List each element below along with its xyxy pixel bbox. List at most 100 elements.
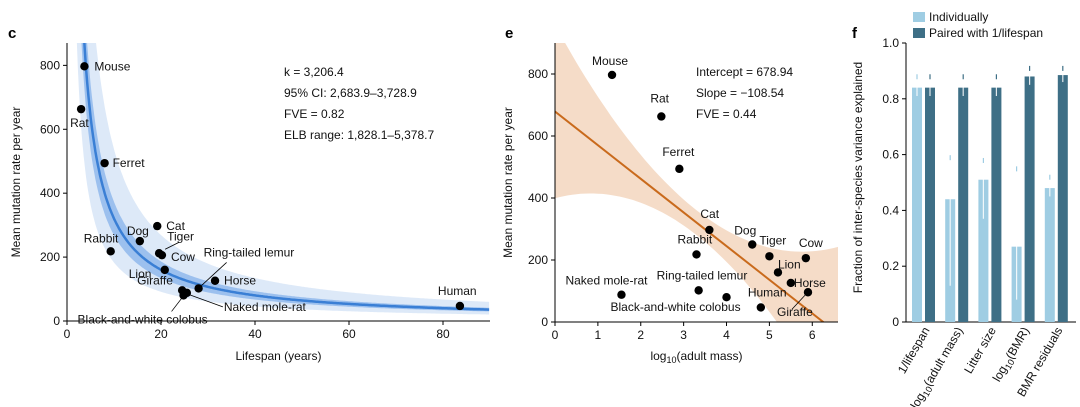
panel-e-point-label-lion: Lion xyxy=(778,257,801,271)
panel-f: 0 0.2 0.4 0.6 0.8 1.0 Fraction of inter-specie… xyxy=(851,10,1076,407)
panel-e-y-axis-label: Mean mutation rate per year xyxy=(501,107,515,258)
panel-f-y-tick-label: 0 xyxy=(892,315,899,329)
panel-e-x-tick-label: 0 xyxy=(552,328,559,342)
panel-c-point-label-black-and-white-colobus: Black-and-white colobus xyxy=(78,312,208,326)
panel-e: 0 1 2 3 4 5 6 0 200 400 600 800 log10(adult mass) Mea… xyxy=(501,25,838,365)
panel-e-x-tick-label: 6 xyxy=(809,328,816,342)
panel-e-point-label-giraffe: Giraffe xyxy=(777,305,813,319)
bar-paired-with-1-lifespan-litter-size xyxy=(991,87,1002,322)
panel-c-point-label-rat: Rat xyxy=(70,116,89,130)
panel-c-point-label-cat: Cat xyxy=(166,219,185,233)
panel-e-point-rat xyxy=(657,112,666,121)
panel-e-point-label-mouse: Mouse xyxy=(592,54,628,68)
panel-e-x-axis-label: log10(adult mass) xyxy=(650,349,742,365)
panel-c-point-cat xyxy=(153,221,162,231)
panel-e-point-label-black-and-white-colobus: Black-and-white colobus xyxy=(611,300,741,314)
panel-c-x-tick-label: 60 xyxy=(342,327,356,341)
panel-c-x-tick-label: 80 xyxy=(436,327,450,341)
panel-e-x-tick-label: 3 xyxy=(680,328,687,342)
panel-c-point-label-mouse: Mouse xyxy=(94,59,130,73)
panel-f-y-axis-label: Fraction of inter-species variance expla… xyxy=(851,62,865,293)
panel-c-point-naked-mole-rat xyxy=(182,288,192,298)
panel-c-y-tick-label: 200 xyxy=(40,250,60,264)
panel-e-point-black-and-white-colobus xyxy=(722,293,731,302)
panel-c-y-tick-label: 800 xyxy=(40,58,60,72)
panel-f-y-tick-label: 0.6 xyxy=(882,148,899,162)
panel-c-annotation: 95% CI: 2,683.9–3,728.9 xyxy=(284,86,417,100)
panel-e-x-tick-label: 4 xyxy=(723,328,730,342)
bar-paired-with-1-lifespan-log10-bmr xyxy=(1024,76,1035,322)
panel-e-point-lion xyxy=(773,268,783,277)
panel-e-x-tick-label: 2 xyxy=(637,328,644,342)
panel-c-x-tick-label: 0 xyxy=(64,327,71,341)
panel-f-y-tick-label: 0.8 xyxy=(882,92,899,106)
panel-c-point-label-ring-tailed-lemur: Ring-tailed lemur xyxy=(204,245,295,259)
panel-c-point-label-naked-mole-rat: Naked mole-rat xyxy=(224,300,307,314)
panel-c-point-label-cow: Cow xyxy=(171,250,195,264)
fit-line xyxy=(555,110,825,322)
panel-e-x-tick-label: 5 xyxy=(766,328,773,342)
panel-e-point-naked-mole-rat xyxy=(617,290,626,299)
panel-c-point-ring-tailed-lemur xyxy=(194,284,203,293)
panel-e-point-label-ring-tailed-lemur: Ring-tailed lemur xyxy=(657,268,748,282)
panel-e-annotation: Intercept = 678.94 xyxy=(696,65,793,79)
panel-e-point-label-rabbit: Rabbit xyxy=(678,232,713,246)
panel-e-point-label-horse: Horse xyxy=(794,276,826,290)
panel-c-point-label-giraffe: Giraffe xyxy=(137,273,173,287)
panel-e-point-mouse xyxy=(607,70,617,80)
panel-f-y-tick-label: 0.4 xyxy=(882,203,899,217)
panel-f-y-tick-label: 1.0 xyxy=(882,36,899,50)
fit-confidence-band xyxy=(555,43,838,322)
panel-e-point-label-naked-mole-rat: Naked mole-rat xyxy=(565,274,648,288)
panel-c-annotation: FVE = 0.82 xyxy=(284,107,345,121)
legend-swatch-individually xyxy=(913,12,925,22)
bar-paired-with-1-lifespan-1-lifespan xyxy=(925,87,935,322)
panel-e-point-cat xyxy=(705,225,714,235)
panel-c-point-dog xyxy=(135,236,145,246)
panel-c-x-axis-label: Lifespan (years) xyxy=(235,349,321,363)
panel-c-point-human xyxy=(455,301,465,311)
panel-e-point-cow xyxy=(801,253,811,263)
panel-c-point-rabbit xyxy=(106,247,115,256)
panel-e-point-ferret xyxy=(675,164,684,174)
panel-c-plot-area xyxy=(76,43,490,315)
panel-e-point-label-human: Human xyxy=(748,285,787,299)
panel-f-y-tick-label: 0.2 xyxy=(882,259,899,273)
panel-c-point-label-dog: Dog xyxy=(127,224,149,238)
panel-e-point-dog xyxy=(748,240,757,249)
panel-e-point-horse xyxy=(786,278,796,288)
panel-c-x-tick-label: 40 xyxy=(248,327,262,341)
category-label-litter-size: Litter size xyxy=(961,324,999,376)
panel-c-leader-naked-mole-rat xyxy=(189,294,223,308)
panel-e-point-giraffe xyxy=(803,288,813,297)
panel-c-y-axis-label: Mean mutation rate per year xyxy=(9,107,23,258)
panel-e-point-label-ferret: Ferret xyxy=(662,145,695,159)
panel-c-y-tick-label: 0 xyxy=(53,314,60,328)
panel-e-point-label-rat: Rat xyxy=(650,91,669,105)
fit-curve xyxy=(83,43,490,311)
legend-swatch-paired-with-1-lifespan xyxy=(913,28,925,38)
bar-individually-litter-size xyxy=(978,179,989,322)
panel-e-annotation: FVE = 0.44 xyxy=(696,107,757,121)
panel-e-y-tick-label: 0 xyxy=(541,315,548,329)
panel-e-x-tick-label: 1 xyxy=(595,328,602,342)
panel-e-point-label-tiger: Tiger xyxy=(759,233,786,247)
panel-c-leader-tiger xyxy=(164,241,180,250)
panel-c-annotation: ELB range: 1,828.1–5,378.7 xyxy=(284,128,434,142)
panel-c-leader-ring-tailed-lemur xyxy=(201,262,227,286)
panel-c-point-label-rabbit: Rabbit xyxy=(84,231,119,245)
panel-e-point-rabbit xyxy=(692,250,701,259)
panel-c-point-label-horse: Horse xyxy=(224,274,256,288)
panel-e-plot-area xyxy=(555,43,838,322)
panel-c-point-label-lion: Lion xyxy=(129,267,152,281)
panel-c-point-mouse xyxy=(80,62,89,71)
panel-c-point-label-ferret: Ferret xyxy=(113,156,146,170)
panel-c-point-cow xyxy=(157,250,167,260)
panel-c-y-tick-label: 600 xyxy=(40,122,60,136)
panel-c-point-label-tiger: Tiger xyxy=(167,229,194,243)
panel-c-letter: c xyxy=(8,25,16,42)
category-label-1-lifespan: 1/lifespan xyxy=(895,325,933,376)
panel-e-leader-giraffe xyxy=(791,294,806,310)
